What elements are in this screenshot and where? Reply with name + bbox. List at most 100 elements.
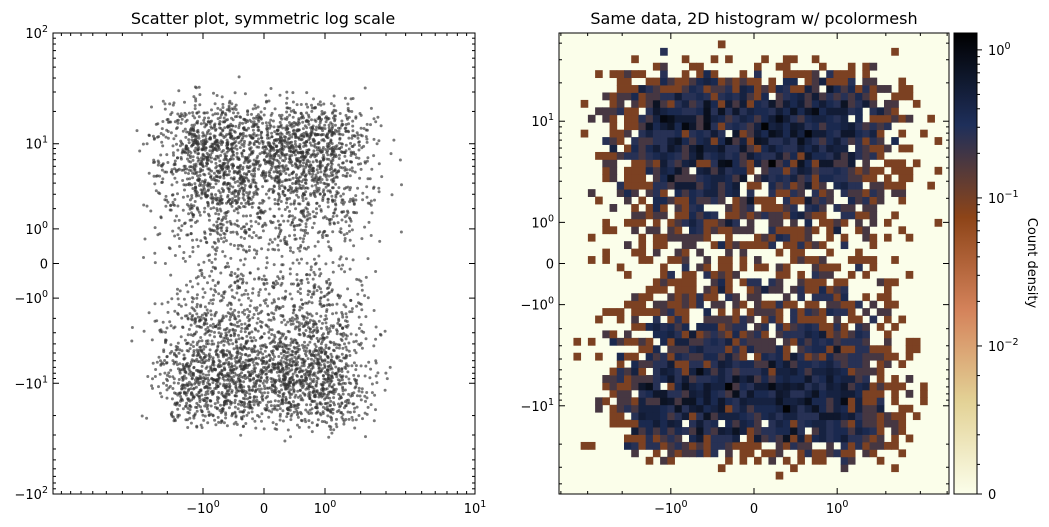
scatter-point bbox=[166, 379, 169, 383]
scatter-point bbox=[258, 390, 262, 393]
scatter-point bbox=[329, 358, 333, 362]
scatter-point bbox=[222, 240, 226, 244]
scatter-point bbox=[291, 261, 295, 265]
scatter-point bbox=[257, 290, 261, 294]
scatter-point bbox=[151, 377, 154, 381]
scatter-point bbox=[202, 323, 206, 327]
scatter-point bbox=[153, 302, 157, 306]
scatter-point bbox=[305, 277, 309, 281]
scatter-point bbox=[201, 131, 205, 135]
scatter-point bbox=[339, 227, 343, 231]
scatter-point bbox=[242, 205, 245, 208]
scatter-point bbox=[247, 384, 251, 388]
scatter-point bbox=[194, 330, 198, 334]
scatter-point bbox=[325, 132, 329, 136]
scatter-point bbox=[321, 190, 325, 194]
scatter-point bbox=[319, 402, 323, 406]
scatter-point bbox=[176, 297, 180, 301]
scatter-point bbox=[353, 386, 357, 390]
scatter-point bbox=[315, 168, 319, 172]
scatter-point bbox=[176, 192, 179, 196]
scatter-point bbox=[297, 156, 301, 160]
scatter-point bbox=[220, 409, 224, 413]
scatter-point bbox=[201, 398, 205, 402]
scatter-point bbox=[198, 360, 201, 364]
scatter-point bbox=[252, 163, 256, 167]
scatter-point bbox=[238, 277, 242, 281]
scatter-point bbox=[315, 207, 318, 211]
scatter-point bbox=[268, 358, 272, 362]
scatter-point bbox=[281, 366, 285, 370]
scatter-point bbox=[357, 143, 361, 147]
scatter-point bbox=[269, 168, 273, 172]
scatter-point bbox=[248, 245, 251, 249]
scatter-point bbox=[345, 315, 349, 319]
scatter-point bbox=[188, 404, 192, 407]
scatter-point bbox=[344, 362, 348, 366]
scatter-point bbox=[296, 389, 300, 393]
scatter-point bbox=[190, 218, 194, 222]
scatter-point bbox=[246, 113, 250, 117]
scatter-point bbox=[184, 120, 188, 124]
scatter-point bbox=[374, 374, 378, 378]
scatter-point bbox=[215, 230, 219, 234]
scatter-point bbox=[204, 373, 208, 377]
scatter-point bbox=[244, 201, 248, 205]
scatter-point bbox=[173, 176, 177, 180]
scatter-point bbox=[289, 379, 292, 383]
scatter-point bbox=[223, 232, 227, 236]
scatter-point bbox=[365, 396, 369, 400]
scatter-point bbox=[291, 218, 295, 222]
scatter-point bbox=[259, 347, 263, 351]
scatter-point bbox=[208, 183, 211, 187]
scatter-point bbox=[270, 187, 274, 191]
scatter-point bbox=[181, 256, 185, 260]
scatter-point bbox=[254, 181, 258, 185]
scatter-point bbox=[362, 127, 366, 130]
scatter-point bbox=[336, 294, 340, 298]
scatter-point bbox=[257, 222, 261, 226]
scatter-point bbox=[195, 302, 199, 306]
scatter-point bbox=[219, 271, 223, 275]
scatter-point bbox=[200, 369, 203, 373]
scatter-point bbox=[227, 301, 231, 305]
scatter-point bbox=[247, 202, 251, 206]
scatter-point bbox=[311, 366, 315, 370]
scatter-point bbox=[375, 381, 379, 385]
scatter-point bbox=[173, 309, 177, 313]
scatter-point bbox=[287, 347, 291, 351]
scatter-point bbox=[256, 128, 260, 132]
scatter-point bbox=[194, 221, 197, 224]
scatter-point bbox=[265, 355, 268, 358]
scatter-point bbox=[242, 380, 246, 384]
scatter-point bbox=[241, 277, 245, 281]
scatter-point bbox=[223, 254, 227, 258]
scatter-point bbox=[210, 376, 214, 380]
scatter-point bbox=[164, 341, 167, 345]
scatter-point bbox=[357, 389, 361, 393]
scatter-point bbox=[214, 368, 217, 372]
scatter-point bbox=[342, 200, 346, 204]
scatter-point bbox=[348, 267, 352, 271]
scatter-point bbox=[368, 177, 372, 181]
scatter-point bbox=[166, 161, 170, 164]
scatter-point bbox=[353, 134, 357, 138]
scatter-point bbox=[336, 368, 340, 371]
scatter-point bbox=[158, 372, 162, 376]
scatter-point bbox=[243, 353, 247, 357]
scatter-point bbox=[281, 409, 285, 413]
scatter-point bbox=[312, 270, 316, 274]
scatter-point bbox=[202, 276, 206, 279]
scatter-point bbox=[163, 371, 167, 375]
scatter-point bbox=[335, 329, 339, 333]
scatter-point bbox=[276, 159, 280, 163]
scatter-point bbox=[277, 367, 281, 371]
scatter-point bbox=[160, 164, 164, 168]
scatter-point bbox=[301, 184, 305, 188]
scatter-point bbox=[155, 135, 159, 139]
scatter-point bbox=[206, 376, 210, 380]
scatter-point bbox=[353, 170, 357, 174]
scatter-point bbox=[210, 142, 214, 146]
scatter-title: Scatter plot, symmetric log scale bbox=[131, 9, 395, 28]
scatter-point bbox=[295, 357, 298, 361]
